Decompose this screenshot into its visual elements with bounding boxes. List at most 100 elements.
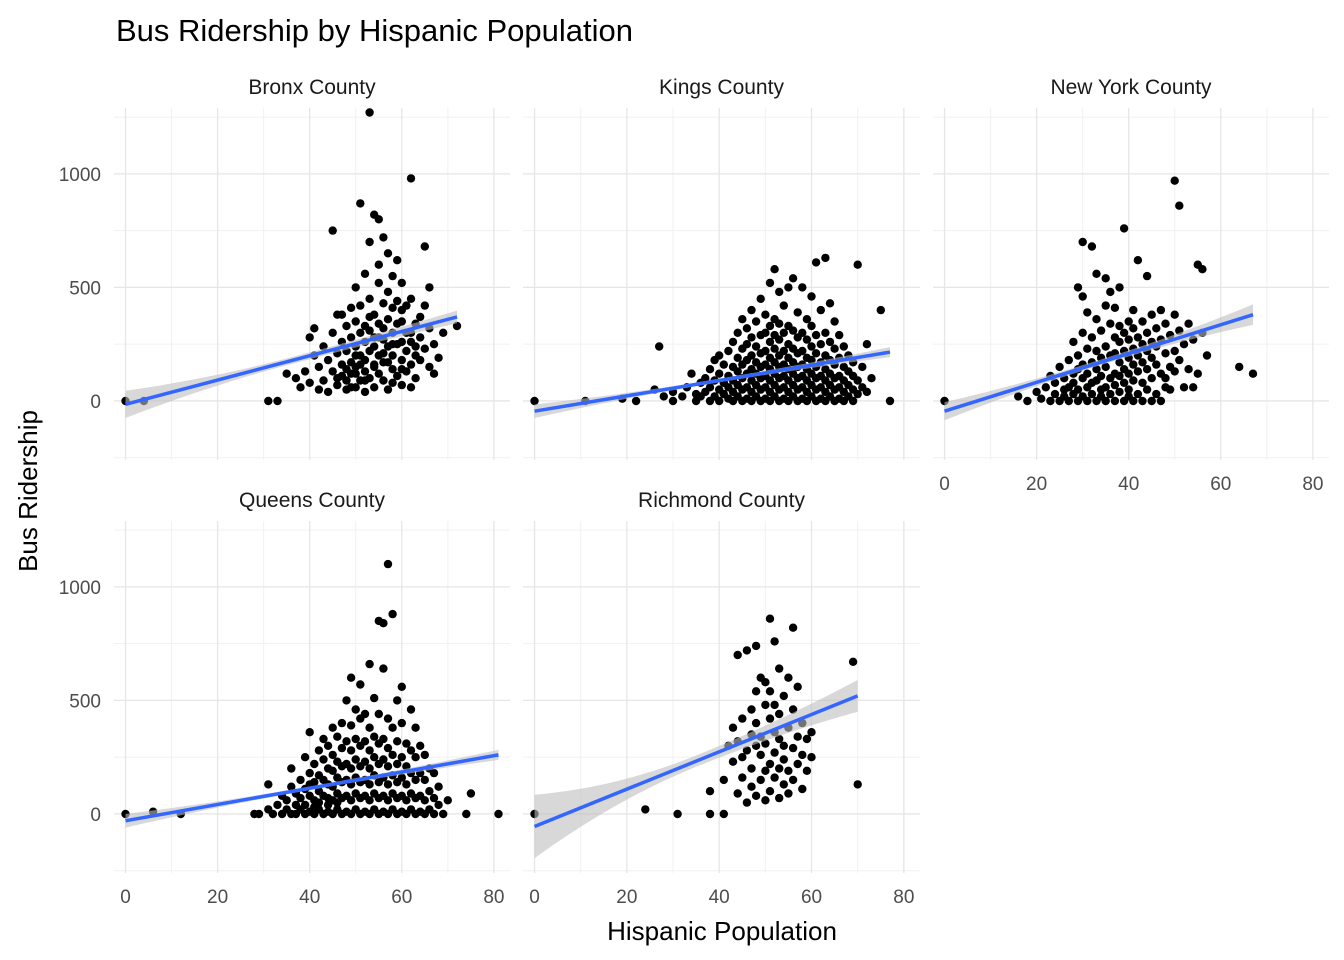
- data-point: [1110, 303, 1120, 312]
- data-point: [761, 310, 770, 319]
- data-point: [1119, 378, 1129, 387]
- data-point: [328, 723, 337, 732]
- data-point: [1129, 376, 1138, 385]
- data-point: [802, 335, 812, 344]
- data-point: [1156, 396, 1166, 406]
- data-point: [351, 755, 360, 764]
- data-point: [365, 764, 374, 773]
- data-point: [775, 335, 784, 344]
- data-point: [420, 344, 429, 353]
- data-point: [816, 305, 825, 315]
- data-point: [1083, 308, 1092, 317]
- data-point: [779, 301, 788, 310]
- data-point: [839, 342, 848, 351]
- data-point: [802, 734, 812, 744]
- data-point: [370, 342, 379, 351]
- data-point: [761, 328, 770, 337]
- data-point: [351, 351, 360, 360]
- data-point: [388, 340, 397, 349]
- data-point: [429, 369, 439, 378]
- data-point: [1092, 315, 1101, 324]
- data-point: [268, 809, 278, 819]
- data-point: [821, 328, 830, 337]
- data-point: [374, 260, 383, 269]
- x-tick-label: 0: [529, 887, 540, 908]
- data-point: [867, 374, 876, 383]
- data-point: [388, 609, 397, 619]
- data-point: [379, 755, 388, 764]
- y-tick-label: 0: [90, 805, 101, 826]
- data-point: [798, 283, 807, 292]
- y-tick-label: 1000: [59, 165, 101, 186]
- data-point: [1119, 328, 1129, 337]
- data-point: [1179, 340, 1189, 349]
- data-point: [807, 321, 816, 331]
- data-point: [379, 349, 388, 358]
- data-point: [738, 753, 747, 762]
- data-point: [751, 342, 761, 351]
- data-point: [365, 237, 374, 247]
- data-point: [811, 349, 821, 358]
- data-point: [305, 768, 314, 778]
- data-point: [751, 317, 761, 326]
- data-point: [779, 691, 788, 701]
- data-point: [798, 346, 807, 356]
- data-point: [876, 305, 885, 315]
- data-point: [337, 718, 347, 728]
- data-point: [747, 351, 756, 360]
- data-point: [1023, 396, 1032, 406]
- data-point: [1073, 283, 1083, 292]
- data-point: [402, 301, 411, 310]
- data-point: [402, 346, 411, 356]
- data-point: [494, 809, 503, 819]
- data-point: [1175, 201, 1184, 210]
- data-point: [342, 365, 351, 374]
- data-point: [1069, 337, 1078, 347]
- data-point: [1101, 362, 1110, 372]
- data-point: [416, 741, 425, 750]
- data-point: [1115, 371, 1124, 381]
- data-point: [388, 351, 397, 360]
- data-point: [788, 775, 798, 785]
- data-point: [365, 659, 374, 669]
- data-point: [1092, 346, 1101, 356]
- data-point: [346, 673, 356, 682]
- x-tick-label: 40: [709, 887, 730, 908]
- data-point: [770, 344, 779, 353]
- data-point: [393, 371, 402, 381]
- data-point: [705, 809, 715, 819]
- data-point: [296, 383, 305, 392]
- data-point: [1193, 369, 1203, 378]
- data-point: [342, 376, 351, 385]
- data-point: [751, 687, 761, 696]
- data-point: [738, 315, 747, 324]
- data-point: [328, 367, 337, 376]
- data-point: [784, 673, 793, 682]
- data-point: [1014, 392, 1023, 401]
- data-point: [411, 753, 420, 762]
- data-point: [733, 328, 742, 337]
- data-point: [370, 362, 379, 372]
- data-point: [793, 308, 802, 317]
- data-point: [770, 700, 779, 710]
- data-point: [323, 355, 333, 365]
- data-point: [1096, 371, 1106, 381]
- data-point: [416, 355, 425, 365]
- data-point: [1133, 367, 1143, 376]
- data-point: [393, 737, 402, 746]
- data-point: [1179, 383, 1189, 392]
- data-point: [719, 360, 728, 369]
- data-point: [346, 764, 356, 773]
- data-point: [1170, 367, 1179, 376]
- data-point: [388, 750, 397, 760]
- x-tick-label: 60: [801, 887, 822, 908]
- x-tick-label: 20: [1026, 474, 1047, 495]
- data-point: [858, 362, 867, 372]
- data-point: [765, 278, 775, 288]
- data-point: [775, 319, 784, 328]
- data-point: [761, 739, 770, 748]
- trend-line: [125, 753, 499, 823]
- x-tick-label: 20: [616, 887, 637, 908]
- data-point: [342, 737, 351, 746]
- data-point: [393, 256, 402, 265]
